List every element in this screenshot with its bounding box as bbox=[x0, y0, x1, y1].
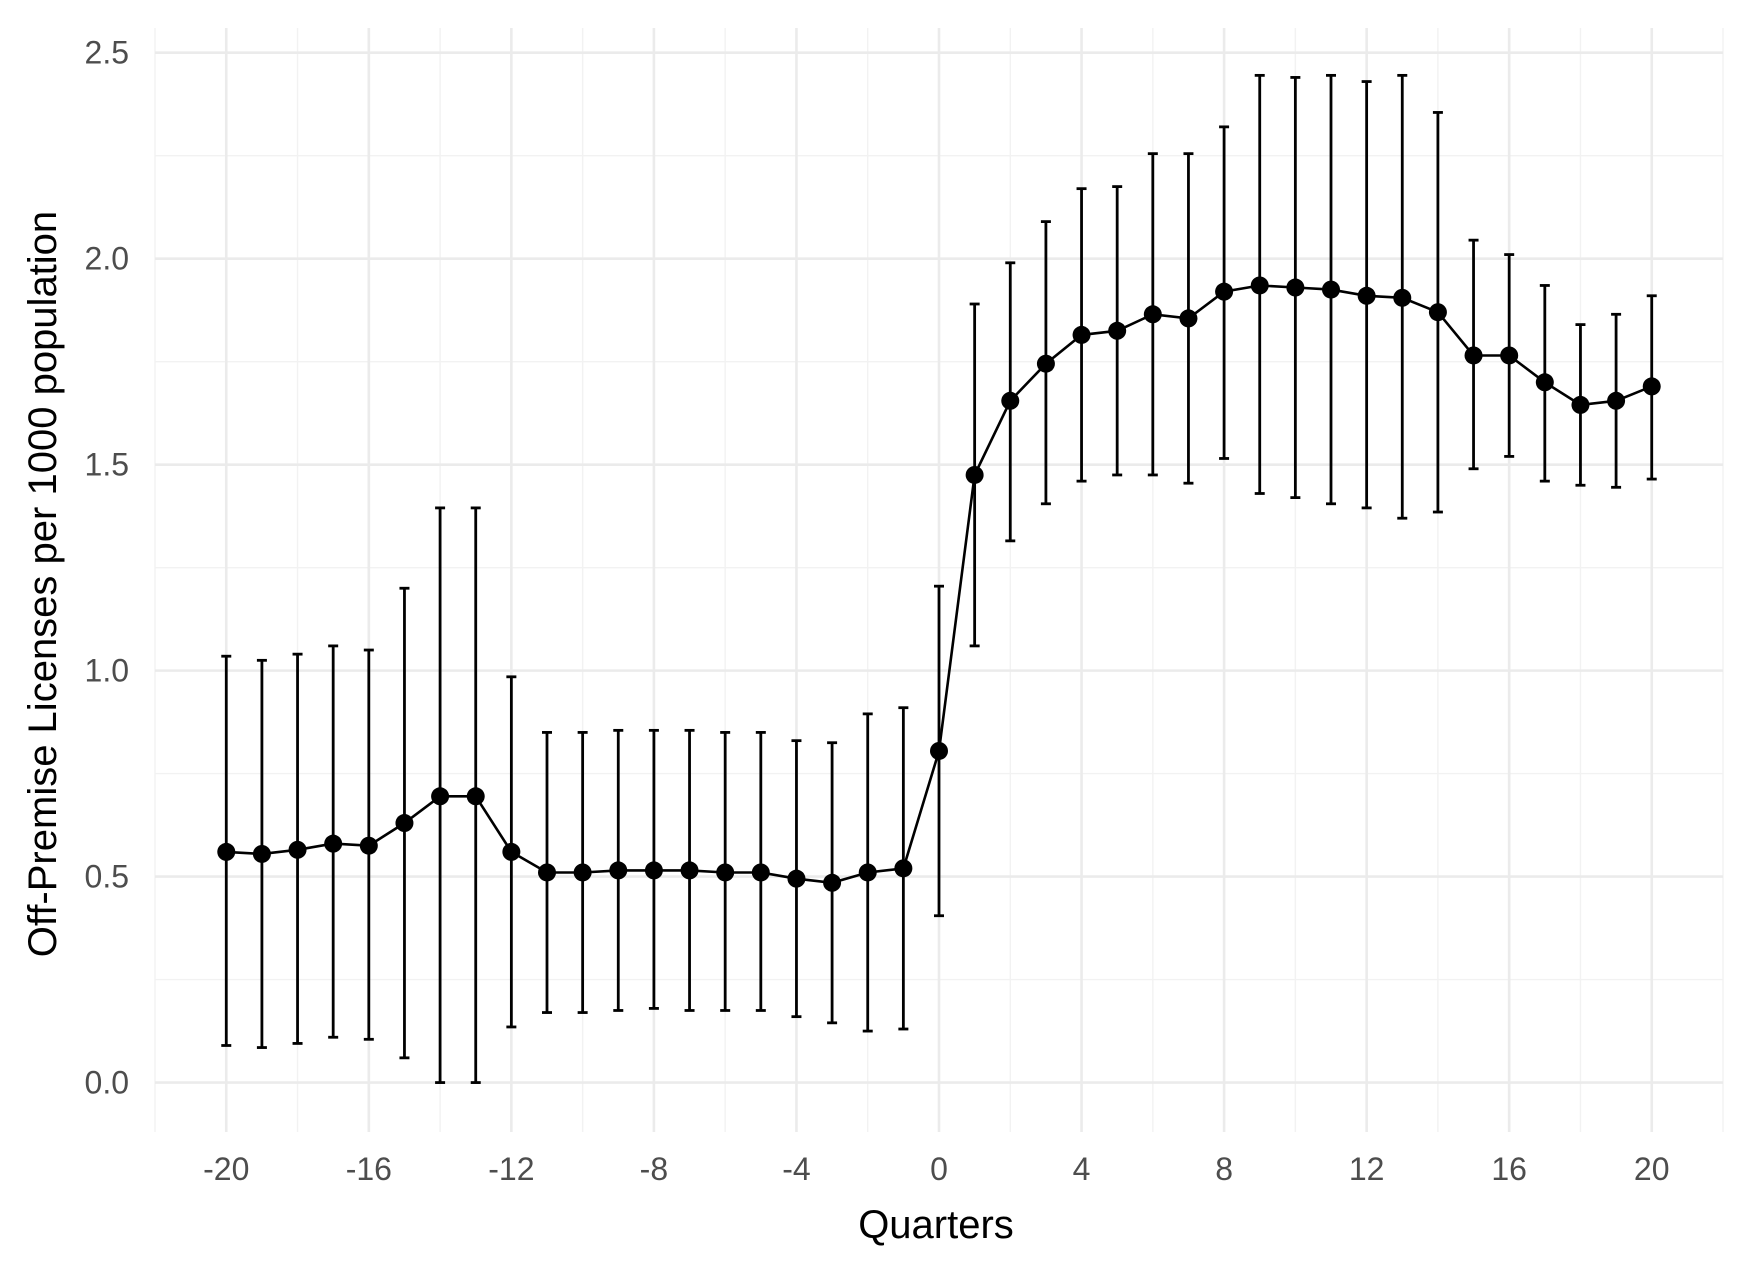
x-tick-label: -4 bbox=[782, 1151, 810, 1187]
data-point bbox=[751, 863, 770, 882]
data-point bbox=[324, 834, 343, 853]
y-axis-title: Off-Premise Licenses per 1000 population bbox=[21, 211, 65, 957]
data-point bbox=[395, 814, 414, 833]
data-point bbox=[288, 840, 307, 859]
data-point bbox=[1428, 303, 1447, 322]
tick-label-layer: -20 -16 -12 -8 -4 0 4 8 12 16 20 0.0 0.5 1.0 1.5 2.0 2.5 bbox=[85, 35, 1670, 1187]
data-point bbox=[1036, 354, 1055, 373]
data-point bbox=[823, 873, 842, 892]
data-point bbox=[466, 787, 485, 806]
data-point bbox=[1322, 280, 1340, 299]
data-point bbox=[1072, 325, 1091, 344]
data-point bbox=[502, 842, 521, 861]
data-point bbox=[680, 861, 699, 880]
x-tick-label: -20 bbox=[203, 1151, 249, 1187]
x-tick-label: 0 bbox=[930, 1151, 948, 1187]
data-point bbox=[1464, 346, 1483, 365]
data-point bbox=[858, 863, 877, 882]
data-point bbox=[1250, 276, 1269, 295]
data-point bbox=[1286, 278, 1305, 297]
data-point bbox=[1393, 288, 1412, 307]
data-point bbox=[1607, 391, 1626, 410]
x-tick-label: 16 bbox=[1491, 1151, 1527, 1187]
y-tick-label: 2.0 bbox=[85, 241, 129, 277]
y-tick-label: 0.0 bbox=[85, 1065, 129, 1101]
data-point bbox=[965, 465, 984, 484]
data-point bbox=[1571, 395, 1590, 414]
x-tick-label: 4 bbox=[1073, 1151, 1091, 1187]
data-point bbox=[538, 863, 556, 882]
data-point bbox=[252, 844, 271, 863]
y-tick-label: 0.5 bbox=[85, 859, 129, 895]
data-point bbox=[894, 859, 913, 878]
x-tick-label: -12 bbox=[488, 1151, 534, 1187]
data-point bbox=[716, 863, 735, 882]
data-point bbox=[1179, 309, 1198, 328]
x-tick-label: -8 bbox=[640, 1151, 668, 1187]
y-tick-label: 1.5 bbox=[85, 447, 129, 483]
data-point bbox=[787, 869, 806, 888]
data-point bbox=[431, 787, 450, 806]
data-point bbox=[217, 842, 236, 861]
y-tick-label: 1.0 bbox=[85, 653, 129, 689]
x-axis-title: Quarters bbox=[858, 1203, 1014, 1247]
y-tick-label: 2.5 bbox=[85, 35, 129, 71]
data-point bbox=[644, 861, 663, 880]
data-point bbox=[1642, 377, 1661, 396]
data-point bbox=[609, 861, 628, 880]
data-point bbox=[1001, 391, 1020, 410]
data-point bbox=[1500, 346, 1519, 365]
x-tick-label: 12 bbox=[1349, 1151, 1385, 1187]
x-tick-label: -16 bbox=[346, 1151, 392, 1187]
data-point bbox=[1143, 305, 1162, 324]
data-point bbox=[359, 836, 378, 855]
data-point bbox=[1215, 282, 1234, 301]
data-point bbox=[573, 863, 592, 882]
data-point bbox=[930, 741, 948, 760]
x-tick-label: 8 bbox=[1215, 1151, 1233, 1187]
grid-layer bbox=[154, 28, 1724, 1132]
data-point bbox=[1108, 321, 1127, 340]
data-point bbox=[1535, 373, 1554, 392]
data-point-layer bbox=[217, 276, 1661, 892]
data-point bbox=[1357, 286, 1376, 305]
x-tick-label: 20 bbox=[1634, 1151, 1670, 1187]
